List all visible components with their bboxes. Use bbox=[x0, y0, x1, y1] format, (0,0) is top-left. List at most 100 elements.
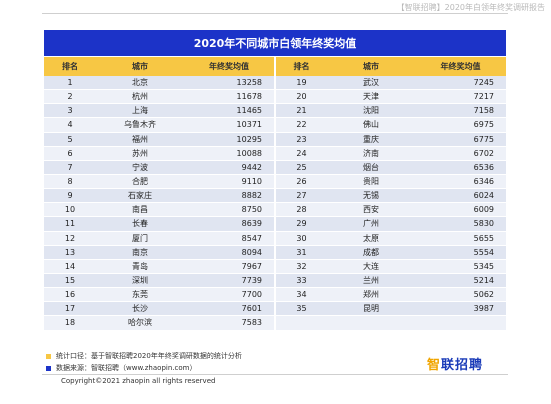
header-rank-1: 排名 bbox=[44, 57, 96, 76]
table-row: 13 南京 8094 31 成都 5554 bbox=[44, 245, 506, 260]
ranking-table: 排名 城市 年终奖均值 排名 城市 年终奖均值 1 北京 13258 19 武汉 7245… bbox=[44, 57, 506, 331]
copyright-text: Copyright©2021 zhaopin all rights reserv… bbox=[61, 377, 216, 385]
table-row: 10 南昌 8750 28 西安 6009 bbox=[44, 202, 506, 218]
header-value-2: 年终奖均值 bbox=[415, 57, 506, 76]
rank-cell: 1 bbox=[44, 76, 96, 91]
table-body: 1 北京 13258 19 武汉 7245 2 杭州 11678 20 天津 7217 3 上海 11465… bbox=[44, 76, 506, 331]
city-cell bbox=[327, 315, 415, 331]
table-row: 5 福州 10295 23 重庆 6775 bbox=[44, 132, 506, 147]
rank-cell: 32 bbox=[274, 259, 327, 274]
table-title: 2020年不同城市白领年终奖均值 bbox=[44, 30, 506, 56]
value-cell: 7583 bbox=[184, 315, 275, 331]
table-row: 9 石家庄 8882 27 无锡 6024 bbox=[44, 188, 506, 204]
table-row: 16 东莞 7700 34 郑州 5062 bbox=[44, 287, 506, 303]
rank-cell: 29 bbox=[274, 216, 327, 232]
city-cell: 天津 bbox=[327, 89, 415, 105]
city-cell: 苏州 bbox=[96, 146, 184, 161]
value-cell: 7245 bbox=[415, 76, 506, 91]
value-cell: 8639 bbox=[184, 216, 275, 232]
city-cell: 哈尔滨 bbox=[96, 315, 184, 331]
city-cell: 杭州 bbox=[96, 89, 184, 105]
city-cell: 南京 bbox=[96, 245, 184, 260]
value-cell: 8882 bbox=[184, 188, 275, 204]
value-cell: 5554 bbox=[415, 245, 506, 260]
rank-cell: 25 bbox=[274, 160, 327, 175]
city-cell: 宁波 bbox=[96, 160, 184, 175]
value-cell: 6775 bbox=[415, 132, 506, 147]
rank-cell: 34 bbox=[274, 287, 327, 303]
rank-cell: 16 bbox=[44, 287, 96, 303]
table-row: 12 厦门 8547 30 太原 5655 bbox=[44, 231, 506, 246]
city-cell: 北京 bbox=[96, 76, 184, 91]
blue-square-bullet-icon bbox=[46, 365, 51, 371]
value-cell: 13258 bbox=[184, 76, 275, 91]
city-cell: 石家庄 bbox=[96, 188, 184, 204]
rank-cell: 18 bbox=[44, 315, 96, 331]
city-cell: 武汉 bbox=[327, 76, 415, 91]
note-stat-caliber-text: 统计口径：基于智联招聘2020年年终奖调研数据的统计分析 bbox=[56, 352, 242, 360]
value-cell: 10088 bbox=[184, 146, 275, 161]
value-cell: 11465 bbox=[184, 103, 275, 119]
rank-cell: 15 bbox=[44, 273, 96, 289]
city-cell: 大连 bbox=[327, 259, 415, 274]
value-cell: 6346 bbox=[415, 174, 506, 190]
table-row: 11 长春 8639 29 广州 5830 bbox=[44, 216, 506, 232]
table-row: 7 宁波 9442 25 烟台 6536 bbox=[44, 160, 506, 175]
rank-cell: 6 bbox=[44, 146, 96, 161]
rank-cell: 10 bbox=[44, 202, 96, 218]
table-row: 6 苏州 10088 24 济南 6702 bbox=[44, 146, 506, 161]
note-stat-caliber: 统计口径：基于智联招聘2020年年终奖调研数据的统计分析 bbox=[46, 351, 242, 361]
value-cell: 10295 bbox=[184, 132, 275, 147]
rank-cell: 33 bbox=[274, 273, 327, 289]
rank-cell: 2 bbox=[44, 89, 96, 105]
value-cell: 5830 bbox=[415, 216, 506, 232]
value-cell: 11678 bbox=[184, 89, 275, 105]
value-cell: 8750 bbox=[184, 202, 275, 218]
city-cell: 西安 bbox=[327, 202, 415, 218]
value-cell: 8547 bbox=[184, 231, 275, 246]
city-cell: 合肥 bbox=[96, 174, 184, 190]
city-cell: 长沙 bbox=[96, 301, 184, 317]
city-cell: 东莞 bbox=[96, 287, 184, 303]
value-cell: 6009 bbox=[415, 202, 506, 218]
city-cell: 长春 bbox=[96, 216, 184, 232]
rank-cell: 12 bbox=[44, 231, 96, 246]
rank-cell: 13 bbox=[44, 245, 96, 260]
bottom-divider bbox=[42, 374, 508, 375]
table-row: 15 深圳 7739 33 兰州 5214 bbox=[44, 273, 506, 289]
header-value-1: 年终奖均值 bbox=[184, 57, 275, 76]
table-header-row: 排名 城市 年终奖均值 排名 城市 年终奖均值 bbox=[44, 57, 506, 76]
table-row: 8 合肥 9110 26 贵阳 6346 bbox=[44, 174, 506, 190]
value-cell: 6702 bbox=[415, 146, 506, 161]
rank-cell: 24 bbox=[274, 146, 327, 161]
rank-cell: 8 bbox=[44, 174, 96, 190]
value-cell: 7217 bbox=[415, 89, 506, 105]
city-cell: 南昌 bbox=[96, 202, 184, 218]
rank-cell: 3 bbox=[44, 103, 96, 119]
table-row: 2 杭州 11678 20 天津 7217 bbox=[44, 89, 506, 105]
rank-cell: 9 bbox=[44, 188, 96, 204]
city-cell: 福州 bbox=[96, 132, 184, 147]
value-cell: 7739 bbox=[184, 273, 275, 289]
value-cell: 9442 bbox=[184, 160, 275, 175]
city-cell: 兰州 bbox=[327, 273, 415, 289]
value-cell: 5214 bbox=[415, 273, 506, 289]
rank-cell: 5 bbox=[44, 132, 96, 147]
note-source-text: 数据来源：智联招聘（www.zhaopin.com） bbox=[56, 364, 197, 372]
city-cell: 沈阳 bbox=[327, 103, 415, 119]
brand-logo: 智联招聘 bbox=[427, 358, 484, 373]
city-cell: 广州 bbox=[327, 216, 415, 232]
note-source: 数据来源：智联招聘（www.zhaopin.com） bbox=[46, 363, 196, 373]
value-cell: 7700 bbox=[184, 287, 275, 303]
city-cell: 青岛 bbox=[96, 259, 184, 274]
value-cell: 5345 bbox=[415, 259, 506, 274]
header-city-2: 城市 bbox=[327, 57, 415, 76]
value-cell: 9110 bbox=[184, 174, 275, 190]
rank-cell: 35 bbox=[274, 301, 327, 317]
value-cell: 6024 bbox=[415, 188, 506, 204]
table-row: 14 青岛 7967 32 大连 5345 bbox=[44, 259, 506, 274]
rank-cell: 19 bbox=[274, 76, 327, 91]
value-cell: 3987 bbox=[415, 301, 506, 317]
value-cell: 7158 bbox=[415, 103, 506, 119]
city-cell: 昆明 bbox=[327, 301, 415, 317]
